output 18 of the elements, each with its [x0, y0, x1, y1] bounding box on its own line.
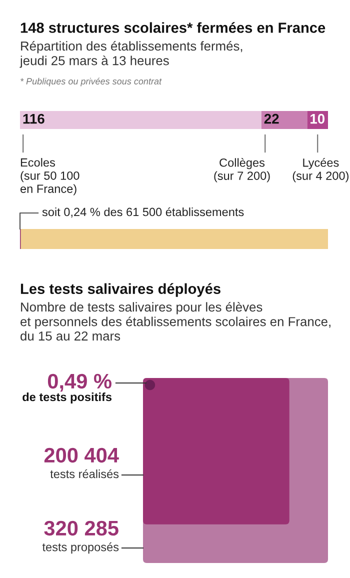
chart-subtitle: Répartition des établissements fermés, jeudi 25 mars à 13 heures	[20, 41, 242, 68]
chart-title: 148 structures scolaires* fermées en France	[20, 22, 326, 33]
text: Ecoles (sur 50 100 en France)	[20, 158, 80, 196]
text: Nombre de tests salivaires pour les élèves et personnels des établissements scolaires en France, du 15 au 22 mars	[20, 302, 330, 341]
category-label: de tests positifs	[22, 392, 112, 404]
data-label: 0,49 %	[48, 374, 112, 392]
text: * Publiques ou privées sous contrat	[20, 78, 162, 86]
text: Lycées (sur 4 200)	[292, 158, 348, 182]
text: Les tests salivaires déployés	[20, 283, 220, 297]
text: soit 0,24 % des 61 500 établissements	[42, 207, 244, 218]
data-label: 22	[264, 114, 279, 124]
category-label: tests proposés	[42, 542, 119, 554]
data-label: 10	[310, 114, 325, 124]
category-label: tests réalisés	[50, 469, 119, 478]
text: Collèges (sur 7 200)	[214, 158, 270, 182]
data-label: 320 285	[44, 520, 118, 536]
data-label: 200 404	[44, 448, 119, 463]
data-label: 116	[23, 114, 44, 124]
